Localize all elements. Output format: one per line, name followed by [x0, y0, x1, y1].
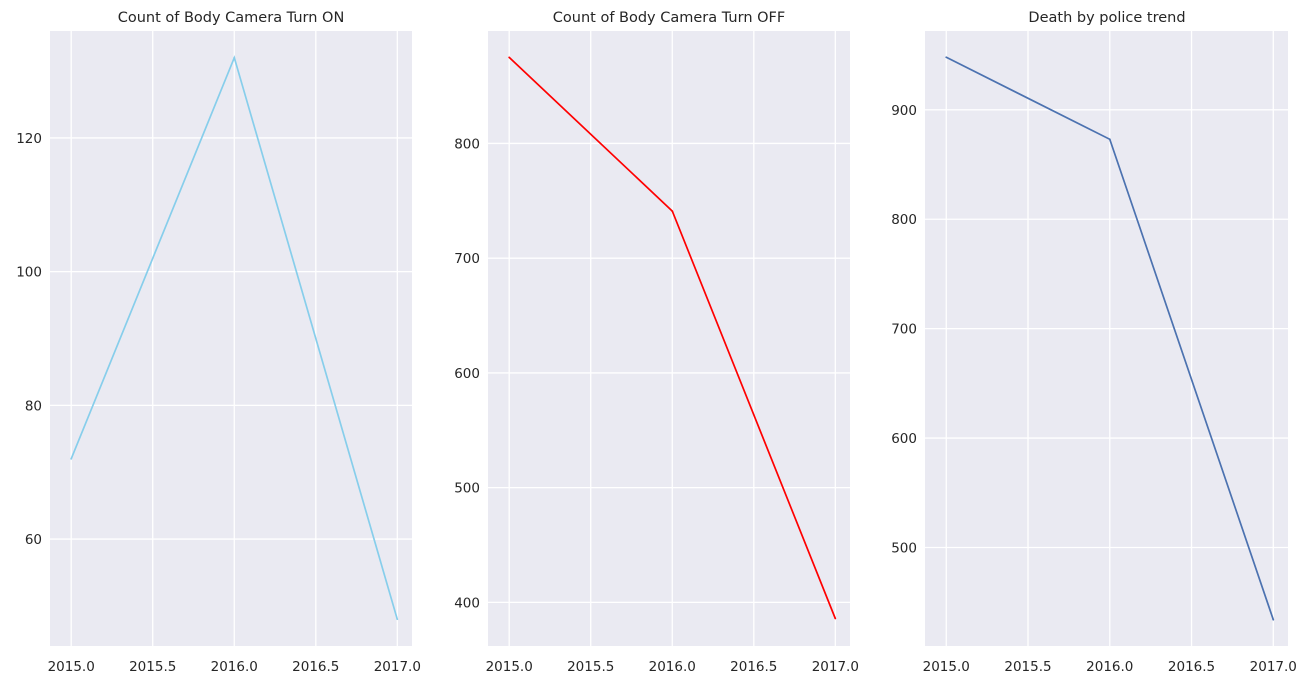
x-tick-label: 2016.0 [211, 659, 258, 675]
chart-title: Death by police trend [1028, 10, 1185, 26]
y-tick-labels: 500 600 700 800 900 [891, 103, 917, 557]
subplot-camera-on: 2015.0 2015.5 2016.0 2016.5 2017.0 60 80 100 12… [16, 10, 421, 675]
x-tick-label: 2015.0 [486, 659, 533, 675]
y-tick-labels: 400 500 600 700 800 [454, 136, 480, 611]
y-tick-label: 120 [16, 131, 42, 147]
data-point [70, 457, 73, 460]
data-points [945, 56, 1275, 621]
data-point [834, 617, 837, 620]
x-gridlines [945, 31, 1274, 646]
y-tick-label: 800 [891, 212, 917, 228]
data-point [1272, 618, 1275, 621]
x-tick-label: 2017.0 [812, 659, 859, 675]
plot-area [50, 31, 412, 646]
y-gridlines [488, 142, 850, 604]
x-tick-label: 2016.5 [730, 659, 777, 675]
data-points [70, 56, 399, 621]
x-tick-label: 2016.5 [292, 659, 339, 675]
x-tick-label: 2015.5 [129, 659, 176, 675]
x-tick-label: 2015.0 [923, 659, 970, 675]
x-tick-label: 2016.5 [1168, 659, 1215, 675]
y-tick-label: 60 [25, 532, 42, 548]
x-tick-label: 2017.0 [374, 659, 421, 675]
x-tick-label: 2017.0 [1250, 659, 1297, 675]
data-point [233, 56, 236, 59]
data-points [508, 56, 837, 620]
y-tick-label: 800 [454, 136, 480, 152]
data-point [945, 56, 948, 59]
chart-title: Count of Body Camera Turn OFF [553, 10, 785, 26]
data-point [508, 56, 511, 59]
y-tick-label: 700 [454, 251, 480, 267]
plot-area [925, 31, 1288, 646]
y-tick-label: 600 [891, 431, 917, 447]
data-point [671, 210, 674, 213]
y-tick-label: 80 [25, 398, 42, 414]
y-tick-label: 500 [891, 541, 917, 557]
plot-area [488, 31, 850, 646]
y-tick-label: 600 [454, 366, 480, 382]
x-tick-label: 2015.5 [1004, 659, 1051, 675]
data-point [396, 618, 399, 621]
x-tick-labels: 2015.0 2015.5 2016.0 2016.5 2017.0 [48, 659, 421, 675]
x-tick-labels: 2015.0 2015.5 2016.0 2016.5 2017.0 [923, 659, 1297, 675]
subplot-camera-off: 2015.0 2015.5 2016.0 2016.5 2017.0 400 500 600… [454, 10, 859, 675]
x-tick-label: 2015.0 [48, 659, 95, 675]
y-tick-labels: 60 80 100 120 [16, 131, 42, 548]
x-tick-labels: 2015.0 2015.5 2016.0 2016.5 2017.0 [486, 659, 859, 675]
chart-title: Count of Body Camera Turn ON [118, 10, 345, 26]
subplot-death-by-police: 2015.0 2015.5 2016.0 2016.5 2017.0 500 600 700… [891, 10, 1297, 675]
x-tick-label: 2016.0 [1086, 659, 1133, 675]
x-tick-label: 2015.5 [567, 659, 614, 675]
y-tick-label: 900 [891, 103, 917, 119]
y-tick-label: 400 [454, 595, 480, 611]
y-tick-label: 700 [891, 322, 917, 338]
y-gridlines [50, 137, 412, 540]
y-tick-label: 500 [454, 481, 480, 497]
y-tick-label: 100 [16, 265, 42, 281]
x-gridlines [70, 31, 398, 646]
y-gridlines [925, 109, 1288, 549]
x-tick-label: 2016.0 [649, 659, 696, 675]
data-point [1108, 138, 1111, 141]
